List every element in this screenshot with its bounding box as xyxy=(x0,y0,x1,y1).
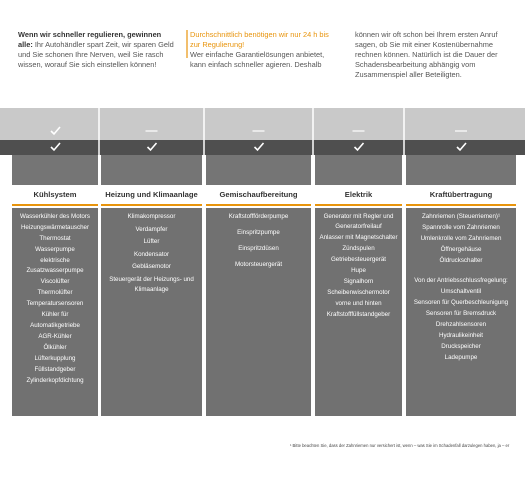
item: Kühler für Automatikgetriebe xyxy=(30,311,80,329)
icon-cell xyxy=(12,155,98,185)
check-mark xyxy=(353,142,365,152)
intro-column: können wir oft schon bei Ihrem ersten An… xyxy=(355,30,513,80)
item: Ladepumpe xyxy=(444,353,478,361)
category-body: Wasserkühler des Motors Heizungswärmetaus… xyxy=(12,208,98,416)
item: Kondensator xyxy=(133,250,170,258)
item: Umlenkrolle vom Zahnriemen xyxy=(420,235,502,242)
footnote: ¹ Bitte beachten Sie, dass der Zahnrieme… xyxy=(290,443,510,448)
dark-band xyxy=(0,140,525,155)
item: Generator mit Regler und Generatorfreila… xyxy=(323,213,394,231)
item: Gebläsemotor xyxy=(132,263,171,270)
intro-column: Durchschnittlich benötigen wir nur 24 h … xyxy=(190,30,340,70)
icon-cell xyxy=(406,155,516,185)
category-title: Kraftübertragung xyxy=(406,186,516,206)
check-bands xyxy=(0,108,525,155)
item: Umschaltventil xyxy=(440,287,482,295)
check-mark xyxy=(50,126,61,136)
item: Signalhorn xyxy=(343,278,374,286)
item: Thermolüfter xyxy=(37,289,73,297)
item: Zahnriemen (Steuerriemen)¹ xyxy=(421,213,501,220)
item: Motorsteuergerät xyxy=(234,261,283,268)
item: Lüfterkupplung xyxy=(34,354,76,362)
item: Kraftstoffförderpumpe xyxy=(228,213,289,220)
intro-lead: Wenn wir schneller regulieren, gewinnen … xyxy=(18,30,162,49)
item: Zündspulen xyxy=(342,245,375,253)
light-band xyxy=(0,108,525,140)
item: AGR-Kühler xyxy=(38,332,72,340)
item: Drehzahlsensoren xyxy=(435,320,487,328)
check-mark xyxy=(146,142,158,152)
item: Wasserkühler des Motors xyxy=(20,213,90,220)
item: Zylinderkopfdichtung xyxy=(26,376,84,384)
item: Hydraulikeinheit xyxy=(438,331,484,339)
sub-title: Von der Antriebsschlussfregelung: xyxy=(414,277,508,285)
item: Steuergerät der Heizungs- und Klimaanlag… xyxy=(109,275,194,293)
icon-cell xyxy=(315,155,402,185)
intro-text: Wer einfache Garantielösungen anbietet, … xyxy=(190,50,325,69)
item: Ölkühler xyxy=(43,343,67,351)
item: Temperatursensoren xyxy=(26,300,84,308)
icon-cell xyxy=(101,155,202,185)
category-title: Kühlsystem xyxy=(12,186,98,206)
category-title: Gemischaufbereitung xyxy=(206,186,311,206)
item: Lüfter xyxy=(143,238,160,245)
intro-column: Wenn wir schneller regulieren, gewinnen … xyxy=(18,30,178,70)
item: Kraftstofffüllstandgeber xyxy=(326,310,391,318)
item: Öldruckschalter xyxy=(439,257,483,264)
intro-text: können wir oft schon bei Ihrem ersten An… xyxy=(355,30,498,79)
check-mark xyxy=(50,142,61,152)
item: Anlasser mit Magnetschalter xyxy=(319,234,398,242)
intro-text: Ihr Autohändler spart Zeit, wir sparen G… xyxy=(18,40,174,69)
category-body: Zahnriemen (Steuerriemen)¹ Spannrolle vom… xyxy=(406,208,516,416)
item: Klimakompressor xyxy=(127,213,176,220)
item: Heizungswärmetauscher xyxy=(20,224,90,231)
item: Scheibenwischermotor vorne und hinten xyxy=(327,289,390,307)
item: Viscolüfter xyxy=(40,278,70,286)
check-mark xyxy=(456,142,467,152)
item: Hupe xyxy=(351,267,366,275)
item: Einspritzpumpe xyxy=(237,229,280,236)
item: Öffnergehäuse xyxy=(440,246,482,253)
item: Wasserpumpe xyxy=(35,246,75,253)
item: Füllstandgeber xyxy=(34,365,76,373)
category-title: Heizung und Klimaanlage xyxy=(101,186,202,206)
item: Spannrolle vom Zahnriemen xyxy=(422,224,500,231)
icon-cell xyxy=(206,155,311,185)
category-title: Elektrik xyxy=(315,186,402,206)
item: Getriebesteuergerät xyxy=(330,256,387,264)
item: Verdampfer xyxy=(135,225,168,233)
item: Sensoren für Querbeschleunigung xyxy=(413,298,509,306)
item: elektrische Zusatzwasserpumpe xyxy=(26,257,84,275)
category-body: Klimakompressor Verdampfer Lüfter Kondensat… xyxy=(101,208,202,416)
item: Sensoren für Bremsdruck xyxy=(425,309,497,317)
category-body: Generator mit Regler und Generatorfreila… xyxy=(315,208,402,416)
check-mark xyxy=(253,142,265,152)
category-body: Kraftstoffförderpumpe Einspritzpumpe Einsp… xyxy=(206,208,311,416)
item: Druckspeicher xyxy=(441,342,481,350)
intro-lead: Durchschnittlich benötigen wir nur 24 h … xyxy=(190,30,329,49)
item: Thermostat xyxy=(39,235,71,242)
item: Einspritzdüsen xyxy=(238,245,279,252)
